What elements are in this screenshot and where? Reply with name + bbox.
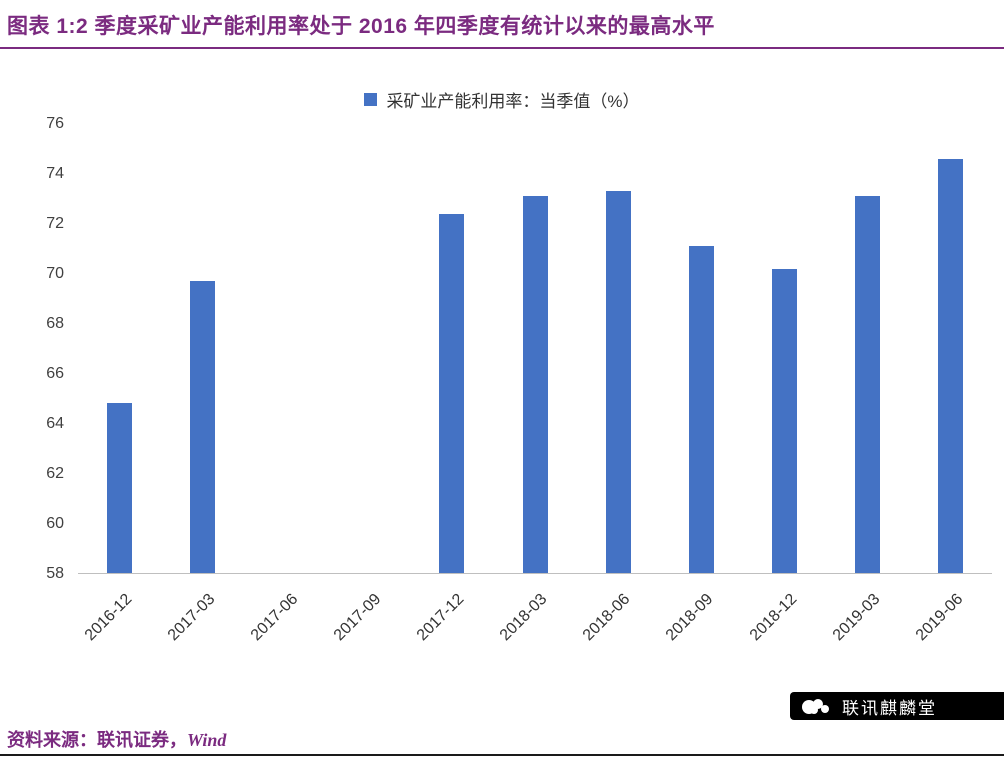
x-tick-label: 2019-06 [912,590,967,645]
bar-slot [660,124,743,573]
x-tick-label: 2016-12 [81,590,136,645]
x-slot: 2018-09 [660,574,743,669]
x-tick-label: 2018-06 [580,590,634,645]
bar-2019-06 [937,158,963,573]
bar-slot [909,124,992,573]
x-tick-label: 2018-12 [746,590,800,645]
y-tick-label: 58 [46,565,64,582]
bar-2018-06 [605,191,631,573]
x-tick-label: 2019-03 [829,590,884,645]
x-slot: 2017-09 [327,574,410,669]
y-tick-label: 76 [46,115,64,132]
brand-badge: 联讯麒麟堂 [790,692,1004,720]
figure-title: 图表 1:2 季度采矿业产能利用率处于 2016 年四季度有统计以来的最高水平 [7,15,715,38]
x-tick-label: 2017-03 [164,590,219,645]
plot-row: 58 60 62 64 66 68 70 72 74 76 [0,115,1004,582]
legend-swatch-icon [364,92,378,106]
y-tick-label: 72 [46,215,64,232]
x-slot: 2019-03 [826,574,909,669]
x-slot: 2017-06 [244,574,327,669]
bar-chart: 采矿业产能利用率：当季值（%） 58 60 62 64 66 68 70 72 74 76 201… [0,88,1004,669]
qilin-logo-icon [802,699,829,714]
x-slot: 2017-03 [161,574,244,669]
x-slot: 2018-03 [493,574,576,669]
x-tick-label: 2017-12 [414,590,468,645]
source-note: 资料来源：联讯证券，Wind [7,726,226,752]
y-tick-label: 60 [46,515,64,532]
bar-slot [493,124,576,573]
source-wind-text: Wind [187,730,227,750]
bar-slot [244,124,327,573]
y-axis: 58 60 62 64 66 68 70 72 74 76 [0,115,78,582]
title-divider [0,47,1004,49]
y-tick-label: 66 [46,365,64,382]
y-tick-label: 64 [46,414,64,432]
x-tick-label: 2018-09 [663,590,717,645]
y-tick-label: 62 [46,465,64,482]
x-tick-label: 2017-06 [247,590,302,645]
x-tick-label: 2017-09 [330,590,385,645]
bar-2017-12 [439,213,465,573]
bar-slot [743,124,826,573]
bar-slot [161,124,244,573]
bar-2017-03 [190,281,216,573]
bar-2019-03 [854,196,880,573]
legend-label: 采矿业产能利用率：当季值（%） [386,91,640,111]
bar-2016-12 [107,403,133,573]
bar-slot [826,124,909,573]
bar-slot [410,124,493,573]
y-tick-label: 70 [46,264,64,282]
x-slot: 2019-06 [909,574,992,669]
x-tick-label: 2018-03 [497,590,551,645]
brand-name: 联讯麒麟堂 [842,698,937,718]
bar-slot [78,124,161,573]
chart-legend: 采矿业产能利用率：当季值（%） [0,88,1004,111]
bar-2018-12 [771,268,797,573]
bar-slot [327,124,410,573]
bar-2018-03 [522,196,548,573]
y-tick-label: 74 [46,165,64,182]
x-slot: 2016-12 [78,574,161,669]
source-text: 资料来源：联讯证券， [7,730,187,750]
x-slot: 2017-12 [410,574,493,669]
x-slot: 2018-06 [577,574,660,669]
y-tick-label: 68 [46,315,64,332]
plot-area [78,124,992,574]
bar-2018-09 [688,246,714,573]
bottom-divider [0,754,1004,756]
x-axis: 2016-12 2017-03 2017-06 2017-09 2017-12 2018-… [78,574,992,669]
bar-slot [577,124,660,573]
x-slot: 2018-12 [743,574,826,669]
